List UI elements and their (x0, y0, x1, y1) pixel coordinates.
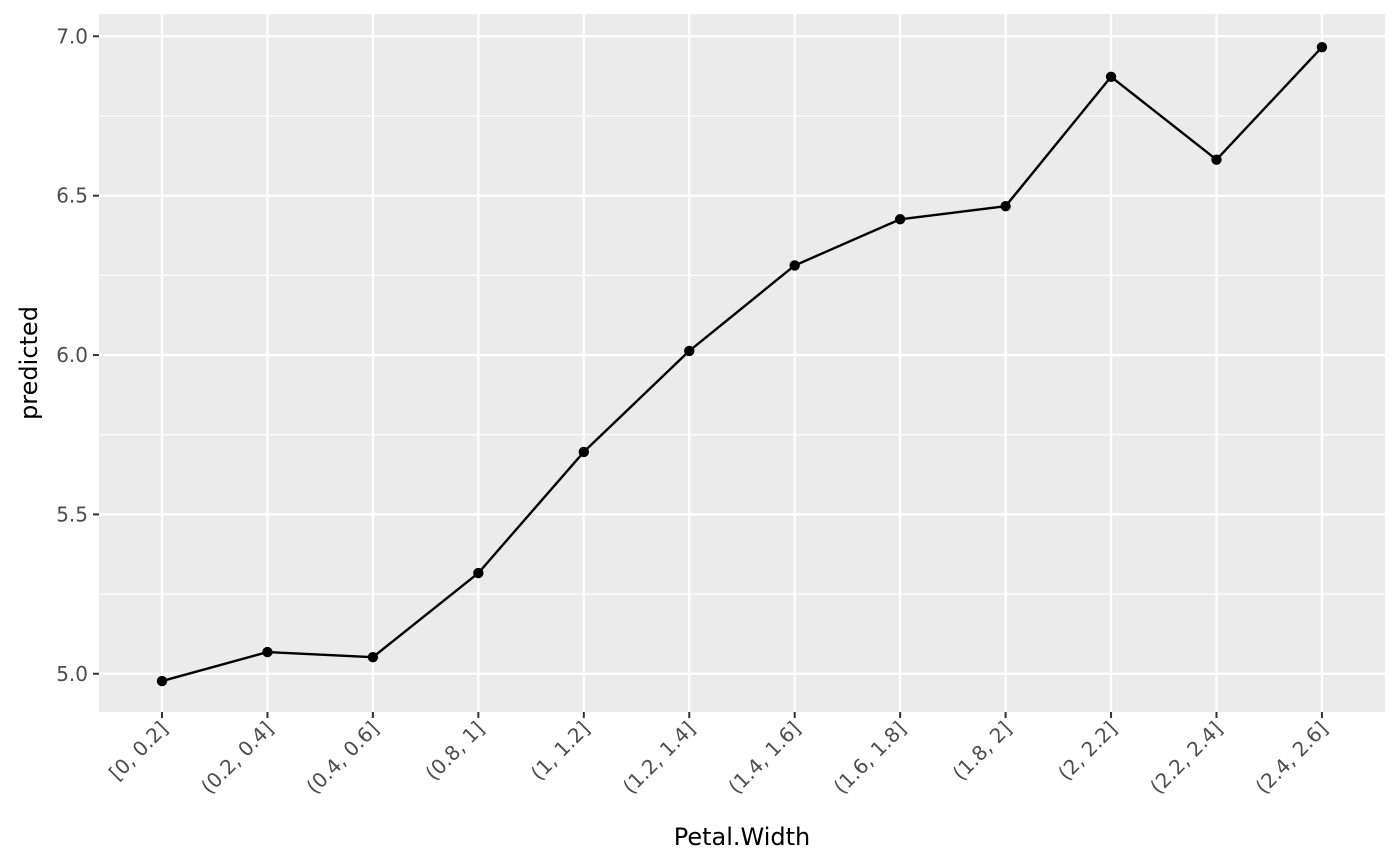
x-tick-label: (1.6, 1.8] (829, 717, 911, 799)
y-tick-label: 6.5 (56, 184, 88, 208)
x-tick-label: (2.4, 2.6] (1251, 717, 1333, 799)
x-tick-label: (0.4, 0.6] (301, 717, 383, 799)
data-point (894, 214, 906, 225)
major-grid (99, 14, 1385, 712)
data-point (789, 260, 800, 271)
x-tick-label: (2, 2.2] (1053, 717, 1121, 785)
data-point (156, 675, 168, 687)
x-tick-label: (0.2, 0.4] (196, 717, 278, 799)
data-points (156, 41, 1328, 687)
x-tick-label: (2.2, 2.4] (1145, 717, 1227, 799)
series (161, 46, 1323, 683)
x-tick-label: (1.8, 2] (948, 717, 1016, 785)
x-tick-label: (1, 1.2] (526, 717, 594, 785)
data-point (578, 446, 589, 458)
y-tick-label: 6.0 (56, 343, 88, 367)
y-tick-label: 5.5 (56, 502, 88, 526)
y-tick-label: 7.0 (56, 24, 88, 48)
data-point (473, 567, 484, 579)
x-tick-label: (1.2, 1.4] (618, 717, 700, 799)
x-tick-label: (0.8, 1] (420, 717, 488, 785)
plot-panel (99, 14, 1385, 712)
data-point (367, 651, 379, 663)
x-tick-label: [0, 0.2] (104, 717, 172, 785)
data-point (262, 646, 273, 658)
y-axis-title: predicted (15, 306, 43, 420)
data-point (1211, 154, 1222, 165)
data-point (1105, 71, 1117, 82)
x-axis-title: Petal.Width (674, 823, 811, 851)
data-point (684, 345, 695, 357)
y-tick-label: 5.0 (56, 662, 88, 686)
x-axis: [0, 0.2] (0.2, 0.4] (0.4, 0.6] (0.8, 1] (1, … (104, 712, 1332, 799)
minor-grid (99, 115, 1385, 595)
data-point (1000, 200, 1011, 212)
data-point (1316, 41, 1328, 53)
x-tick-label: (1.4, 1.6] (723, 717, 805, 799)
series-line (161, 46, 1323, 683)
y-axis: 5.0 5.5 6.0 6.5 7.0 (56, 24, 99, 686)
